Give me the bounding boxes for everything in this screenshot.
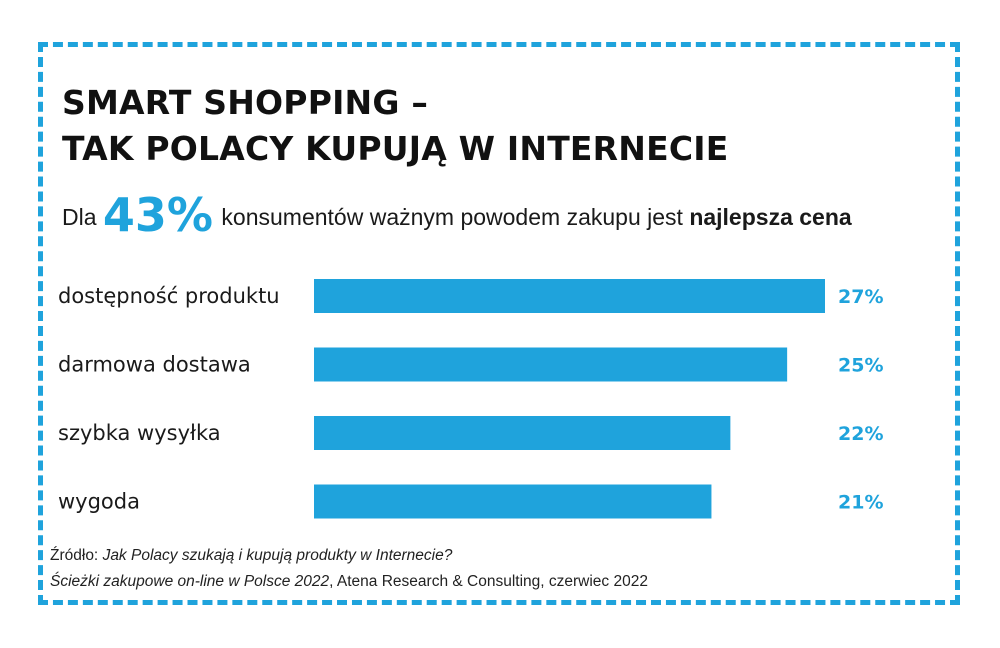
- value-label: 22%: [838, 423, 883, 445]
- bar: [314, 279, 825, 313]
- value-label: 21%: [838, 492, 883, 514]
- headline: Dla 43% konsumentów ważnym powodem zakup…: [62, 188, 852, 242]
- category-label: darmowa dostawa: [58, 353, 251, 377]
- headline-prefix: Dla: [62, 204, 97, 230]
- category-label: wygoda: [58, 490, 140, 514]
- source-title-part-2: Ścieżki zakupowe on-line w Polsce 2022: [50, 573, 330, 590]
- source-line-1: Źródło: Jak Polacy szukają i kupują prod…: [50, 543, 648, 569]
- source-publisher: , Atena Research & Consulting, czerwiec …: [329, 573, 648, 590]
- category-label: szybka wysyłka: [58, 421, 221, 445]
- title-line-1: SMART SHOPPING –: [62, 83, 429, 122]
- bar: [314, 347, 788, 382]
- title-line-2: TAK POLACY KUPUJĄ W INTERNECIE: [62, 129, 729, 168]
- value-label: 25%: [838, 355, 883, 377]
- value-label: 27%: [838, 286, 883, 308]
- dashed-frame: [38, 42, 960, 605]
- bar: [314, 416, 731, 450]
- category-label: dostępność produktu: [58, 284, 280, 308]
- headline-emphasis: najlepsza cena: [689, 204, 852, 230]
- chart-title: SMART SHOPPING – TAK POLACY KUPUJĄ W INT…: [62, 80, 728, 172]
- source-line-2: Ścieżki zakupowe on-line w Polsce 2022, …: [50, 569, 648, 595]
- bar: [314, 484, 712, 519]
- source-note: Źródło: Jak Polacy szukają i kupują prod…: [50, 543, 648, 595]
- source-label: Źródło:: [50, 547, 99, 564]
- source-title-part-1: Jak Polacy szukają i kupują produkty w I…: [102, 547, 453, 564]
- headline-value: 43%: [102, 188, 214, 242]
- headline-middle: konsumentów ważnym powodem zakupu jest: [221, 204, 683, 230]
